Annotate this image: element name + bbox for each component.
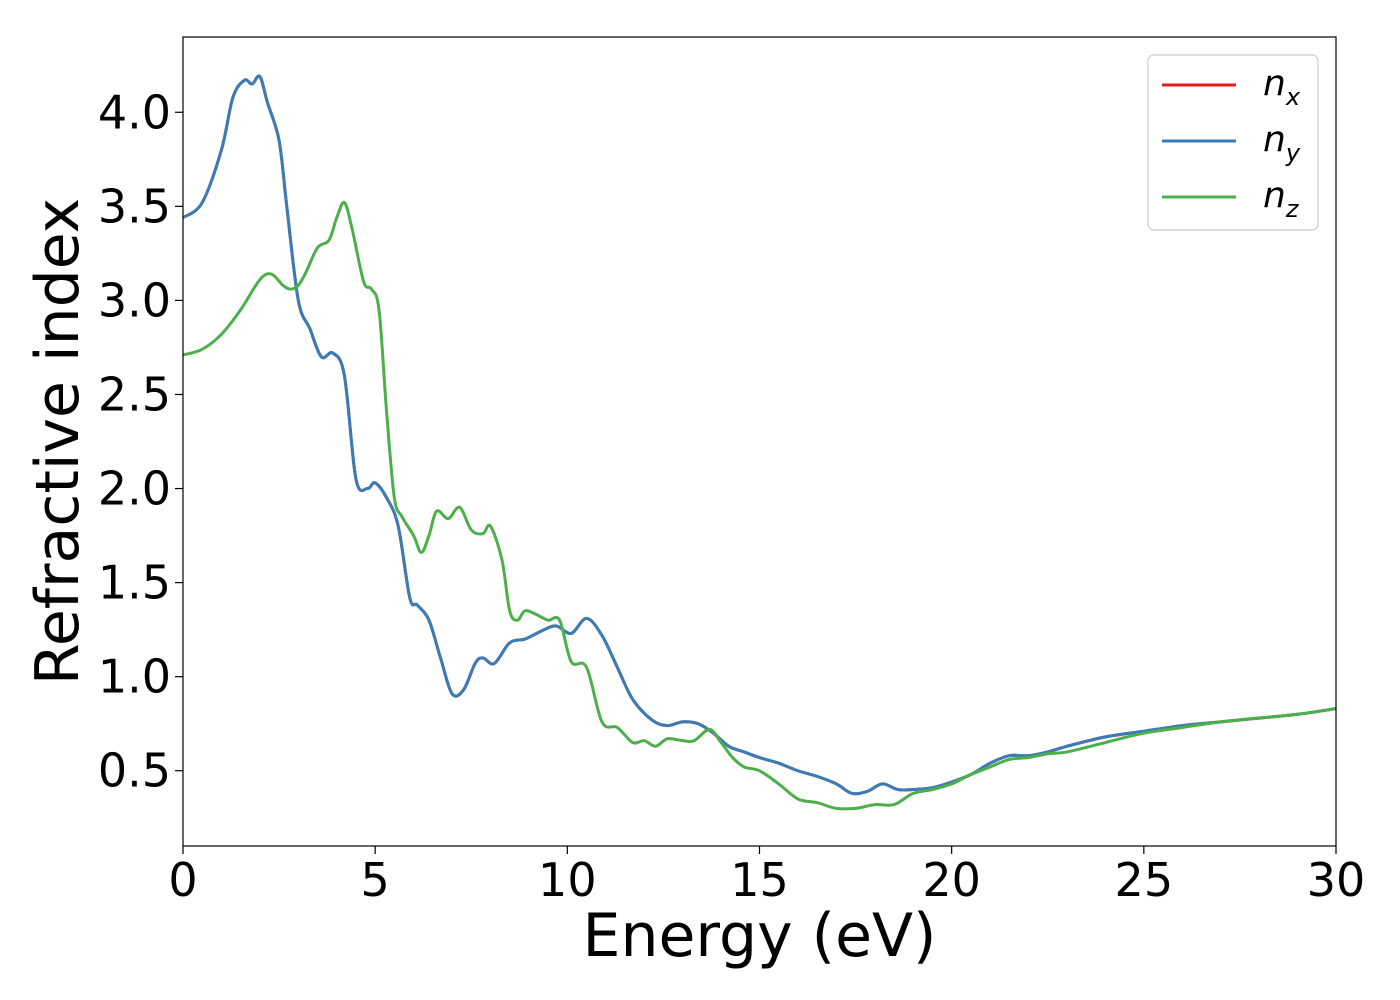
y-tick-label: 1.5 [98, 556, 171, 610]
y-tick-label: 2.0 [98, 462, 171, 516]
y-tick-label: 1.0 [98, 650, 171, 704]
y-axis-ticks: 0.5 1.0 1.5 2.0 2.5 3.0 3.5 4.0 [98, 85, 183, 798]
y-tick-label: 3.5 [98, 179, 171, 233]
x-tick-label: 30 [1307, 853, 1366, 907]
y-tick-label: 4.0 [98, 85, 171, 139]
x-tick-label: 25 [1115, 853, 1174, 907]
y-axis-title: Refractive index [23, 198, 93, 685]
legend-label-z: nz [1263, 175, 1300, 223]
x-axis-ticks: 0 5 10 15 20 25 30 [168, 846, 1365, 907]
x-axis-title: Energy (eV) [583, 901, 937, 971]
y-tick-label: 0.5 [98, 744, 171, 798]
y-tick-label: 3.0 [98, 273, 171, 327]
series-layer [183, 74, 1336, 811]
legend: nx ny nz [1147, 54, 1319, 231]
y-tick-label: 2.5 [98, 367, 171, 421]
legend-label-x: nx [1263, 63, 1301, 111]
x-tick-label: 15 [730, 853, 789, 907]
legend-label-y: ny [1263, 119, 1301, 167]
x-tick-label: 20 [922, 853, 981, 907]
x-tick-label: 10 [538, 853, 597, 907]
x-tick-label: 0 [168, 853, 197, 907]
x-tick-label: 5 [361, 853, 390, 907]
series-line-z [183, 200, 1336, 811]
